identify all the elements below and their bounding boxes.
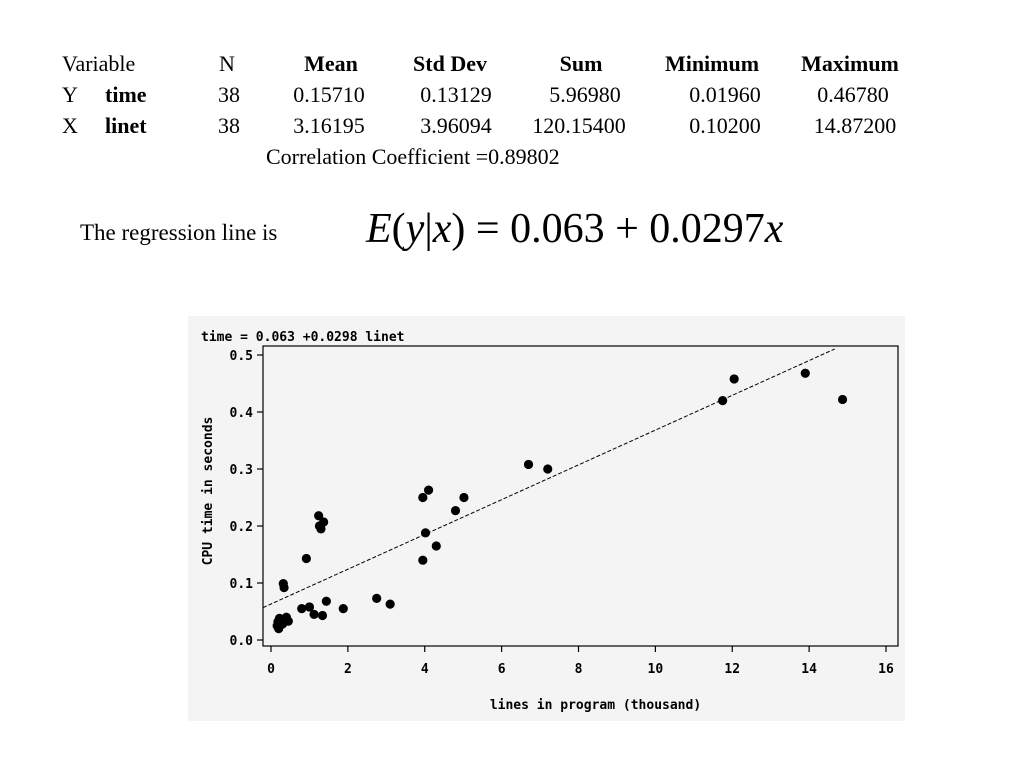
data-point — [297, 604, 307, 614]
data-point — [729, 374, 739, 384]
data-points — [272, 368, 848, 634]
y-tick-label: 0.0 — [230, 634, 254, 649]
header-std-dev: Std Dev — [413, 51, 487, 76]
x-tick-label: 0 — [267, 662, 275, 677]
row-y-std: 0.13129 — [420, 82, 492, 107]
eq-expectation: E — [366, 206, 392, 252]
row-y-mean: 0.15710 — [293, 82, 365, 107]
y-tick-label: 0.5 — [230, 349, 253, 364]
data-point — [385, 599, 395, 609]
y-tick-label: 0.4 — [230, 406, 254, 421]
x-axis: 0 2 4 6 8 10 12 14 16 — [267, 646, 894, 677]
plot-frame — [262, 345, 899, 647]
data-point — [450, 506, 461, 516]
eq-rhs: ) = 0.063 + 0.0297 — [451, 206, 765, 252]
data-point — [321, 596, 331, 606]
x-tick-label: 2 — [344, 662, 352, 677]
data-point — [338, 604, 348, 614]
regression-equation: E(y|x) = 0.063 + 0.0297x — [366, 205, 783, 253]
x-tick-label: 10 — [648, 662, 664, 677]
row-x-min: 0.10200 — [689, 113, 761, 138]
data-point — [718, 396, 728, 406]
data-point — [314, 511, 324, 521]
data-point — [283, 616, 293, 626]
eq-x-var: x — [764, 206, 784, 252]
data-point — [420, 528, 431, 538]
data-point — [418, 492, 428, 503]
data-point — [301, 553, 311, 564]
row-y-min: 0.01960 — [689, 82, 761, 107]
y-axis-label: CPU time in seconds — [201, 417, 216, 566]
eq-open-paren: ( — [391, 206, 406, 252]
chart-title: time = 0.063 +0.0298 linet — [201, 330, 405, 345]
header-maximum: Maximum — [801, 51, 899, 76]
y-axis: 0.0 0.1 0.2 0.3 0.4 0.5 — [230, 349, 263, 649]
row-y-n: 38 — [218, 82, 240, 107]
row-y-name: time — [105, 82, 147, 107]
scatter-plot-panel: time = 0.063 +0.0298 linet 0.0 0.1 0.2 0.3 0… — [188, 316, 905, 721]
regression-label: The regression line is — [80, 220, 278, 245]
x-axis-label: lines in program (thousand) — [490, 698, 701, 713]
x-tick-label: 12 — [724, 662, 740, 677]
eq-y: y — [405, 206, 425, 252]
y-tick-label: 0.2 — [230, 520, 253, 535]
x-tick-label: 8 — [575, 662, 583, 677]
row-y-max: 0.46780 — [817, 82, 889, 107]
correlation-coefficient: Correlation Coefficient =0.89802 — [266, 144, 560, 169]
data-point — [800, 368, 810, 378]
data-point — [309, 609, 319, 619]
summary-statistics-table: Variable N Mean Std Dev Sum Minimum Maxi… — [0, 0, 1024, 180]
row-x-var: X — [62, 113, 78, 138]
x-tick-label: 6 — [498, 662, 506, 677]
row-x-std: 3.96094 — [420, 113, 492, 138]
data-point — [459, 492, 469, 503]
y-tick-label: 0.1 — [230, 577, 254, 592]
data-point — [837, 394, 848, 405]
data-point — [317, 610, 328, 621]
scatter-plot: time = 0.063 +0.0298 linet 0.00.10.20.30… — [201, 330, 899, 713]
x-tick-label: 4 — [421, 662, 429, 677]
data-point — [431, 541, 441, 551]
x-tick-label: 16 — [878, 662, 894, 677]
header-mean: Mean — [304, 51, 358, 76]
data-point — [372, 593, 382, 603]
header-minimum: Minimum — [664, 51, 760, 76]
row-y-var: Y — [62, 82, 78, 107]
row-x-n: 38 — [218, 113, 240, 138]
header-sum: Sum — [559, 51, 603, 76]
row-x-name: linet — [105, 113, 147, 138]
row-y-sum: 5.96980 — [549, 82, 621, 107]
data-point — [423, 485, 434, 495]
data-point — [543, 464, 553, 474]
y-tick-label: 0.3 — [230, 463, 253, 478]
eq-bar: | — [424, 206, 433, 252]
header-n: N — [219, 51, 235, 76]
data-point — [418, 555, 428, 565]
row-x-mean: 3.16195 — [293, 113, 365, 138]
regression-line — [262, 348, 835, 609]
data-point — [304, 602, 315, 612]
eq-x: x — [432, 206, 452, 252]
x-tick-label: 14 — [801, 662, 817, 677]
data-point — [523, 459, 534, 470]
data-point — [279, 582, 289, 593]
row-x-max: 14.87200 — [813, 113, 897, 138]
data-point — [319, 517, 329, 527]
row-x-sum: 120.15400 — [532, 113, 626, 138]
header-variable: Variable — [62, 51, 136, 76]
